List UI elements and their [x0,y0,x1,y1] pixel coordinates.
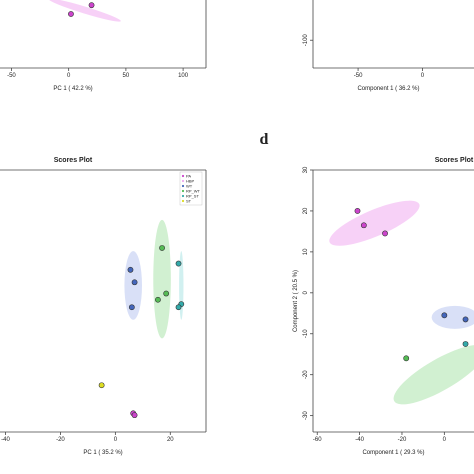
legend-label: RP_WT [186,188,201,193]
plot-top-left: -50 0 50 100 PC 1 ( 42.2 %) [0,0,207,92]
data-point [382,230,388,237]
legend-label: ST [186,198,192,203]
x-axis-label: Component 1 ( 36.2 %) [357,86,419,92]
confidence-ellipse [329,200,420,246]
data-point [127,266,134,273]
y-tick-label: 0 [303,290,309,294]
x-tick-label: 50 [123,73,130,79]
data-point [175,260,182,267]
panel-letter-d: d [260,131,269,148]
legend-marker [181,184,185,188]
legend-marker [181,174,185,178]
legend-box [179,171,203,206]
plot-bottom-left: -40 -20 0 20 PC 1 ( 35.2 %) Scores Plot PAHBPW… [0,157,207,456]
y-tick-label: 30 [303,166,309,173]
y-axis-label: Component 2 ( 20.5 %) [293,270,299,332]
x-axis-label: PC 1 ( 42.2 %) [53,86,92,92]
chart-title: Scores Plot [54,157,93,164]
data-point [88,2,95,9]
x-tick-label: -60 [313,437,322,443]
x-tick-label: -20 [398,437,407,443]
x-tick-label: -40 [1,437,10,443]
plot-top-right: -50 0 -100 Component 1 ( 36.2 %) [303,0,474,92]
data-point [462,341,469,347]
y-tick-label: 20 [303,207,309,214]
data-point [462,316,469,323]
x-tick-label: -50 [7,73,16,79]
legend-label: PA [186,173,191,178]
x-tick-label: 100 [178,73,189,79]
x-tick-label: 20 [167,437,174,443]
y-tick-label: -20 [303,370,309,379]
legend-label: RP_ST [186,193,199,198]
x-axis-label: PC 1 ( 35.2 %) [83,450,122,456]
legend-label: WT [186,183,193,188]
data-point [360,222,367,229]
data-point [155,296,161,303]
data-point [68,11,74,17]
data-point [163,290,170,297]
x-tick-label: -20 [56,437,65,443]
data-point [131,412,138,419]
legend-marker [181,189,185,193]
legend-marker [181,199,185,203]
data-point [441,312,448,319]
y-tick-label: -10 [303,329,309,338]
chart-title: Scores Plot [435,157,474,164]
data-point [354,208,361,214]
legend-marker [181,194,185,198]
y-tick-label: 10 [303,248,309,255]
x-axis-label: Component 1 ( 29.3 %) [362,450,424,456]
x-tick-label: 0 [443,437,447,443]
x-tick-label: -50 [354,73,363,79]
y-tick-label: -100 [303,34,309,47]
data-point [159,245,165,251]
data-point [403,355,410,362]
plot-bottom-right: -60 -40 -20 0 30 20 10 0 -10 -20 -30 Component 1 ( … [293,157,474,456]
data-point [98,382,105,389]
confidence-ellipse [431,305,474,329]
y-tick-label: -30 [303,411,309,420]
x-tick-label: 0 [67,73,71,79]
x-tick-label: -40 [355,437,364,443]
data-point [131,279,138,286]
data-point [128,304,135,311]
confidence-ellipse [393,344,474,405]
confidence-ellipse [153,219,171,339]
x-tick-label: 0 [114,437,118,443]
x-tick-label: 0 [421,73,425,79]
legend-label: HBP [186,178,195,183]
data-point [175,304,182,311]
legend-marker [181,179,185,183]
confidence-ellipse [48,0,121,22]
